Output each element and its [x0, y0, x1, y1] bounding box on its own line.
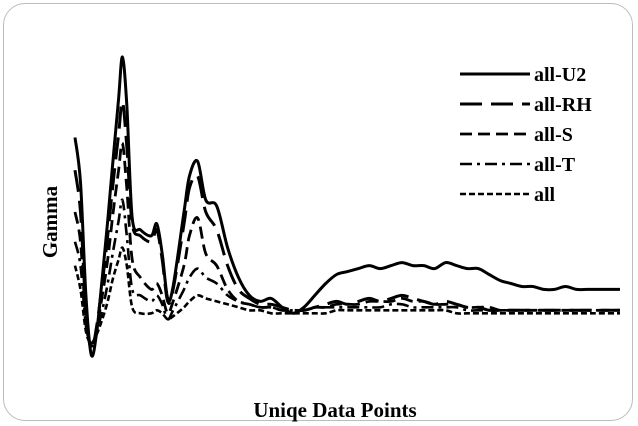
legend-label-all-S: all-S: [534, 124, 573, 146]
series-line-all-S: [73, 141, 620, 348]
legend-label-all-RH: all-RH: [534, 94, 592, 116]
legend-label-all-T: all-T: [534, 154, 576, 176]
series-line-all-T: [73, 198, 620, 345]
legend-label-all: all: [534, 184, 556, 206]
series-line-all-RH: [73, 100, 620, 351]
legend: all-U2 all-RH all-S all-T all: [460, 64, 592, 206]
x-axis-label: Uniqe Data Points: [253, 398, 416, 422]
series-line-all: [73, 246, 620, 345]
series-layer: [73, 55, 620, 358]
y-axis-label: Gamma: [38, 185, 62, 258]
legend-label-all-U2: all-U2: [534, 64, 586, 86]
